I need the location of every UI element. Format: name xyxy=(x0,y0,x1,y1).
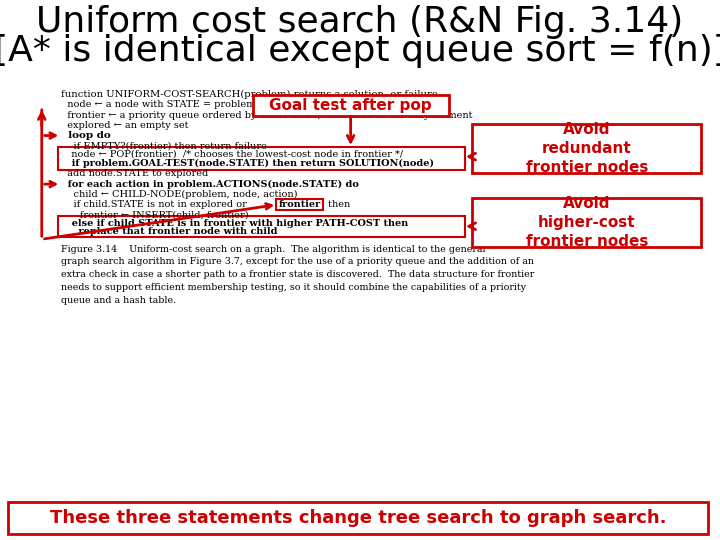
Text: child ← CHILD-NODE(problem, node, action): child ← CHILD-NODE(problem, node, action… xyxy=(61,190,297,199)
Text: Avoid
higher-cost
frontier nodes: Avoid higher-cost frontier nodes xyxy=(526,197,648,248)
Text: for each action in problem.ACTIONS(node.STATE) do: for each action in problem.ACTIONS(node.… xyxy=(61,180,359,188)
FancyBboxPatch shape xyxy=(472,124,701,173)
FancyBboxPatch shape xyxy=(8,502,708,534)
Text: frontier ← INSERT(child, frontier): frontier ← INSERT(child, frontier) xyxy=(61,211,249,219)
Text: frontier: frontier xyxy=(279,200,320,208)
Text: explored ← an empty set: explored ← an empty set xyxy=(61,121,189,130)
Text: replace that frontier node with child: replace that frontier node with child xyxy=(65,227,277,236)
Text: [A* is identical except queue sort = f(n)]: [A* is identical except queue sort = f(n… xyxy=(0,35,720,68)
Text: function UNIFORM-COST-SEARCH(problem) returns a solution, or failure: function UNIFORM-COST-SEARCH(problem) re… xyxy=(61,90,438,98)
Text: node ← POP(frontier)  /* chooses the lowest-cost node in frontier */: node ← POP(frontier) /* chooses the lowe… xyxy=(65,150,403,159)
Text: else if child.STATE is in frontier with higher PATH-COST then: else if child.STATE is in frontier with … xyxy=(65,219,408,227)
FancyBboxPatch shape xyxy=(472,198,701,247)
FancyBboxPatch shape xyxy=(58,147,465,170)
Text: if EMPTY?(frontier) then return failure: if EMPTY?(frontier) then return failure xyxy=(61,142,267,151)
Text: Goal test after pop: Goal test after pop xyxy=(269,98,432,113)
FancyBboxPatch shape xyxy=(58,216,465,237)
Text: Avoid
redundant
frontier nodes: Avoid redundant frontier nodes xyxy=(526,123,648,174)
Text: frontier ← a priority queue ordered by PATH-COST, with node as the only element: frontier ← a priority queue ordered by P… xyxy=(61,111,473,119)
Text: node ← a node with STATE = problem.INITIAL-STATE, PATH-COST = 0: node ← a node with STATE = problem.INITI… xyxy=(61,100,422,109)
FancyBboxPatch shape xyxy=(253,95,449,116)
Text: loop do: loop do xyxy=(61,131,111,140)
Text: if child.STATE is not in explored or: if child.STATE is not in explored or xyxy=(61,200,251,209)
Text: add node.STATE to explored: add node.STATE to explored xyxy=(61,170,209,178)
Text: These three statements change tree search to graph search.: These three statements change tree searc… xyxy=(50,509,667,527)
Text: if problem.GOAL-TEST(node.STATE) then return SOLUTION(node): if problem.GOAL-TEST(node.STATE) then re… xyxy=(65,159,433,168)
FancyBboxPatch shape xyxy=(276,199,323,210)
Text: Uniform cost search (R&N Fig. 3.14): Uniform cost search (R&N Fig. 3.14) xyxy=(37,5,683,38)
Text: Figure 3.14    Uniform-cost search on a graph.  The algorithm is identical to th: Figure 3.14 Uniform-cost search on a gra… xyxy=(61,245,534,305)
Text: then: then xyxy=(325,200,351,209)
